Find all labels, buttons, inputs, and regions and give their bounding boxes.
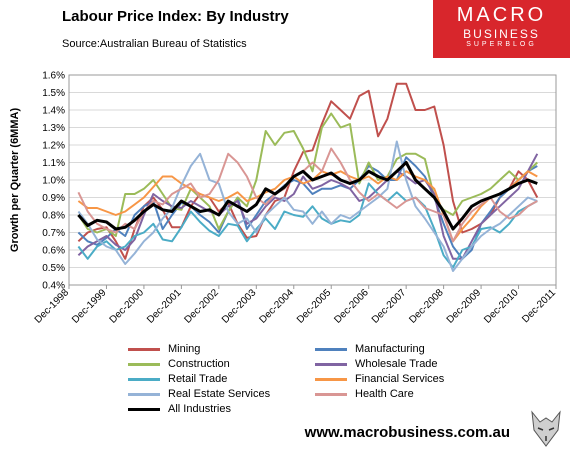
legend-swatch xyxy=(128,347,160,351)
y-tick-label: 1.0% xyxy=(42,176,65,187)
x-tick-label: Dec-2007 xyxy=(370,287,409,326)
macro-business-logo: MACRO BUSINESS SUPERBLOG xyxy=(433,0,570,58)
x-tick-label: Dec-2010 xyxy=(482,287,521,326)
series-line-all-industries xyxy=(77,161,538,231)
legend-swatch xyxy=(315,362,347,366)
legend-label: Mining xyxy=(168,343,201,355)
legend-item: Manufacturing xyxy=(315,342,425,356)
y-tick-label: 0.8% xyxy=(42,211,65,222)
x-tick-label: Dec-2011 xyxy=(520,287,558,325)
legend-item: Mining xyxy=(128,342,200,356)
x-tick-label: Dec-2001 xyxy=(145,287,184,326)
legend-swatch xyxy=(128,407,160,411)
x-tick-label: Dec-2008 xyxy=(407,287,446,326)
legend-item: Wholesale Trade xyxy=(315,357,438,371)
legend-swatch xyxy=(315,392,347,396)
y-tick-label: 1.4% xyxy=(42,106,65,117)
y-tick-label: 0.9% xyxy=(42,193,65,204)
y-tick-label: 0.7% xyxy=(42,228,65,239)
legend-item: Real Estate Services xyxy=(128,387,270,401)
series-line-retail-trade xyxy=(77,182,538,269)
plot-area xyxy=(68,74,557,286)
x-tick-label: Dec-2002 xyxy=(183,287,222,326)
y-tick-label: 1.3% xyxy=(42,123,65,134)
series-line-financial-services xyxy=(77,170,538,243)
x-tick-label: Dec-2005 xyxy=(295,287,334,326)
legend-swatch xyxy=(315,347,347,351)
footer-url: www.macrobusiness.com.au xyxy=(304,424,510,441)
series-line-real-estate-services xyxy=(77,140,538,272)
x-tick-label: Dec-2000 xyxy=(108,287,147,326)
y-tick-label: 1.5% xyxy=(42,88,65,99)
x-tick-label: Dec-2003 xyxy=(220,287,259,326)
legend-label: Retail Trade xyxy=(168,373,228,385)
x-tick-label: Dec-2009 xyxy=(445,287,484,326)
series-line-construction xyxy=(77,112,538,237)
legend-item: Financial Services xyxy=(315,372,444,386)
x-tick-label: Dec-2006 xyxy=(332,287,371,326)
x-tick-label: Dec-2004 xyxy=(257,287,296,326)
y-axis-label: Growth per Quarter (6MMA) xyxy=(9,108,21,253)
legend-label: Manufacturing xyxy=(355,343,425,355)
x-tick-label: Dec-1999 xyxy=(70,287,109,326)
legend-label: Health Care xyxy=(355,388,414,400)
legend-label: All Industries xyxy=(168,403,231,415)
y-tick-label: 1.2% xyxy=(42,141,65,152)
y-tick-label: 1.1% xyxy=(42,158,65,169)
legend-label: Financial Services xyxy=(355,373,445,385)
legend-label: Construction xyxy=(168,358,230,370)
legend-swatch xyxy=(128,362,160,366)
legend-item: Health Care xyxy=(315,387,414,401)
y-tick-label: 1.6% xyxy=(42,71,65,82)
legend-item: Retail Trade xyxy=(128,372,227,386)
logo-line-2: BUSINESS xyxy=(463,27,540,41)
series-line-health-care xyxy=(77,147,538,243)
legend-swatch xyxy=(315,377,347,381)
legend-label: Real Estate Services xyxy=(168,388,271,400)
legend-swatch xyxy=(128,377,160,381)
y-tick-label: 0.6% xyxy=(42,246,65,257)
logo-line-1: MACRO xyxy=(456,4,547,26)
legend-item: All Industries xyxy=(128,402,231,416)
wolf-logo-icon xyxy=(531,410,561,447)
chart-title: Labour Price Index: By Industry xyxy=(62,8,289,25)
x-tick-label: Dec-1998 xyxy=(33,287,72,326)
legend-swatch xyxy=(128,392,160,396)
y-tick-label: 0.5% xyxy=(42,263,65,274)
legend-label: Wholesale Trade xyxy=(355,358,438,370)
logo-line-3: SUPERBLOG xyxy=(466,41,537,48)
y-tick-label: 0.4% xyxy=(42,281,65,292)
legend-item: Construction xyxy=(128,357,230,371)
chart-source: Source:Australian Bureau of Statistics xyxy=(62,38,247,50)
